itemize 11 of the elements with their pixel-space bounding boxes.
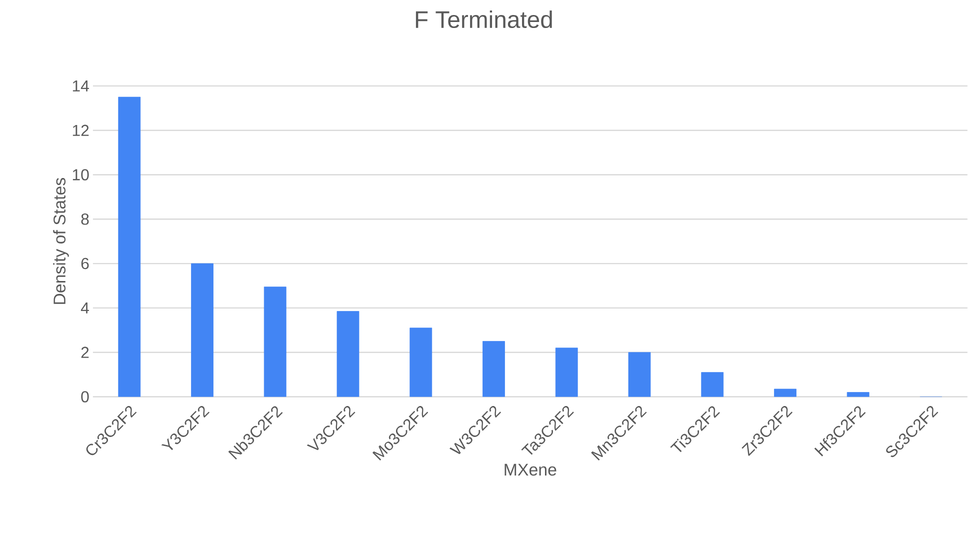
y-tick-label: 6 [81, 258, 89, 270]
y-axis-title: Density of States [53, 178, 69, 304]
y-tick-label: 0 [81, 391, 89, 403]
y-tick-label: 2 [81, 346, 89, 358]
y-tick-label: 4 [80, 302, 89, 314]
y-tick-label: 12 [72, 124, 89, 136]
y-tick-label: 10 [72, 169, 89, 181]
x-axis-title: MXene [504, 464, 556, 476]
chart-title: F Terminated [416, 10, 552, 28]
y-tick-label: 8 [81, 214, 89, 225]
y-tick-label: 14 [72, 80, 89, 92]
